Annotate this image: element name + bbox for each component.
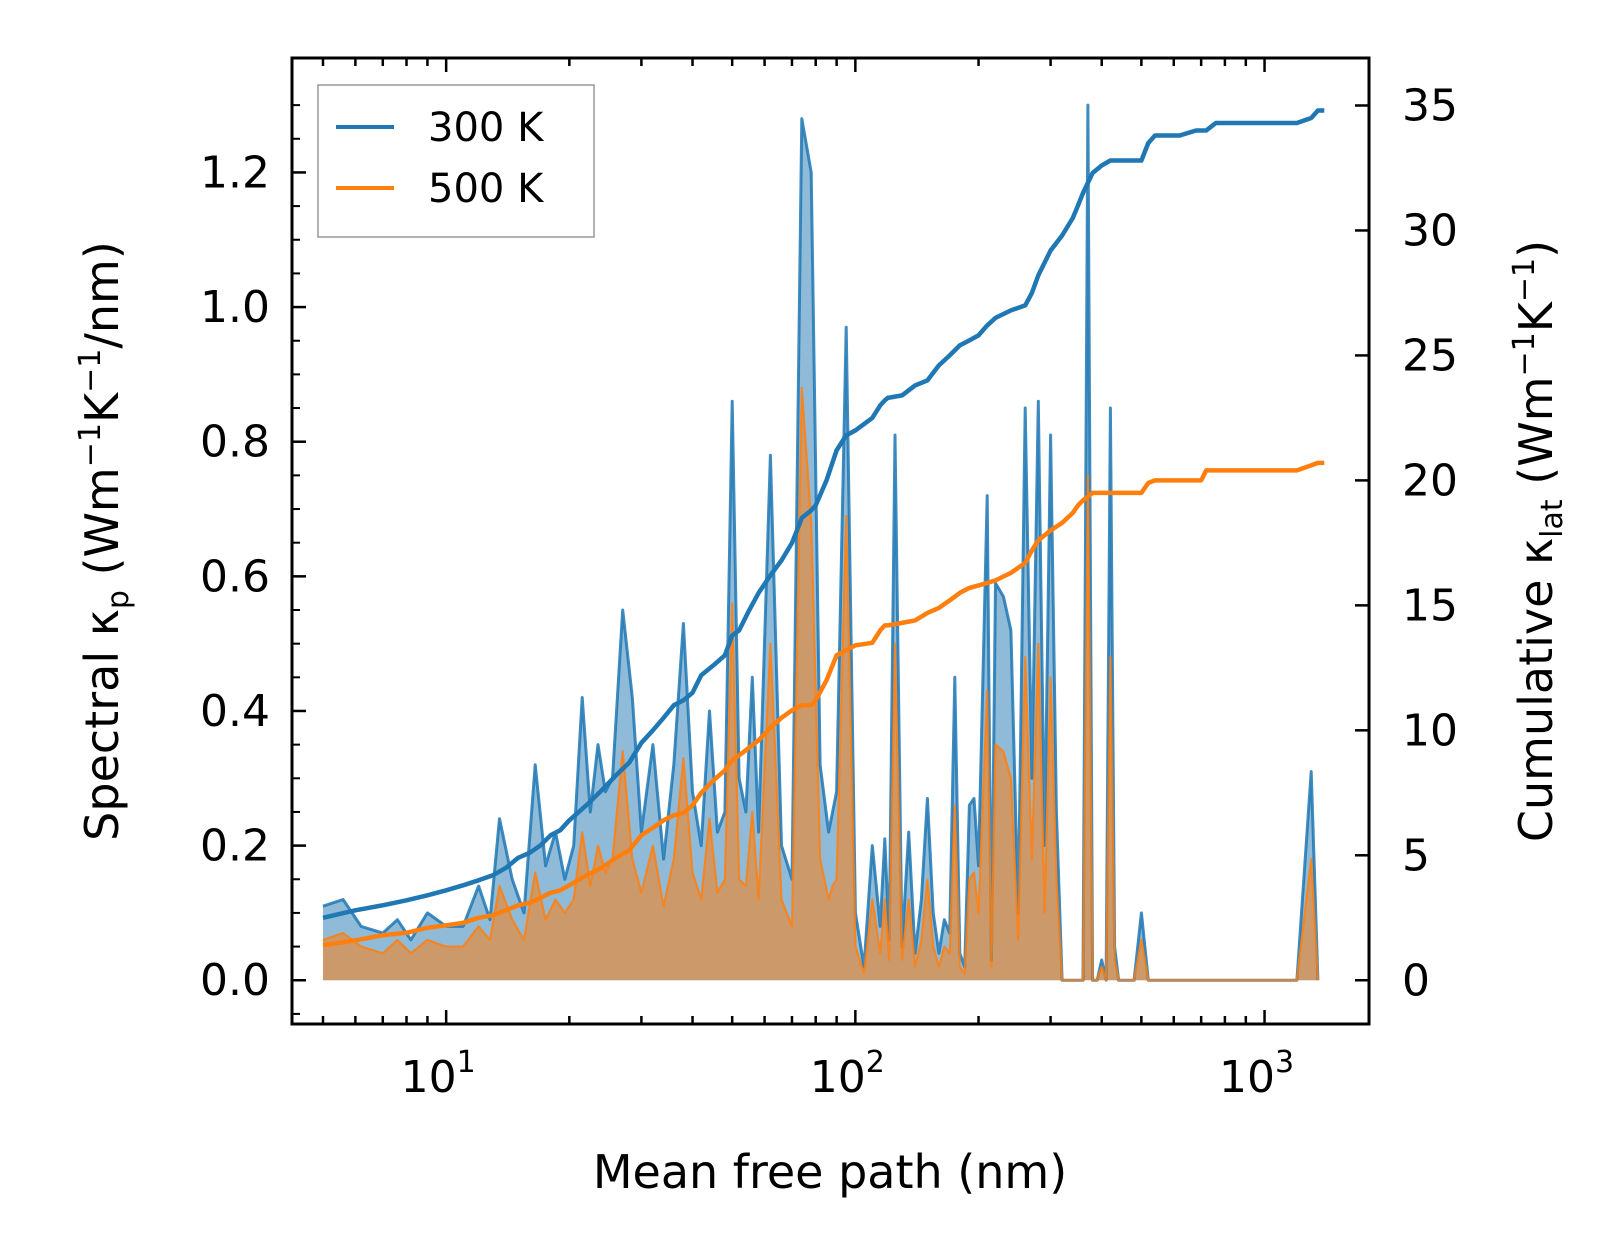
right-axis-label: Cumulative κlat (Wm−1K−1) <box>1507 240 1570 842</box>
right-axis-label-sub: lat <box>1535 499 1570 538</box>
legend: 300 K 500 K <box>317 84 595 238</box>
left-axis-label-part: (Wm <box>75 467 129 590</box>
x-tick-exponent: 1 <box>457 1045 476 1080</box>
right-y-tick-label: 30 <box>1402 205 1458 256</box>
cumulative-line-300k <box>322 108 1325 920</box>
left-y-tick-label: 1.2 <box>200 147 270 198</box>
right-y-tick-label: 15 <box>1402 580 1458 631</box>
right-axis-label-part: ) <box>1509 240 1563 258</box>
x-tick-base: 10 <box>1219 1052 1275 1103</box>
right-axis-label-part: (Wm <box>1509 376 1563 499</box>
right-y-tick-label: 0 <box>1402 955 1430 1006</box>
right-axis-label-group: Cumulative κlat (Wm−1K−1) <box>1507 240 1570 842</box>
legend-label-300k: 300 K <box>428 105 545 151</box>
left-y-tick-label: 0.4 <box>200 686 270 737</box>
x-tick-base: 10 <box>810 1052 866 1103</box>
x-tick-label: 103 <box>1219 1045 1294 1103</box>
right-y-tick-label: 10 <box>1402 705 1458 756</box>
cumulative-line-500k <box>322 460 1325 948</box>
left-y-tick-label: 0.8 <box>200 417 270 468</box>
right-axis-label-part: Cumulative κ <box>1509 538 1563 842</box>
left-y-tick-label: 1.0 <box>200 282 270 333</box>
spectral-line-500k <box>322 386 1319 982</box>
legend-frame <box>317 84 595 238</box>
left-axis-label-sup: −1 <box>73 349 108 393</box>
x-tick-base: 10 <box>401 1052 457 1103</box>
spectral-fill-300k <box>323 105 1318 981</box>
x-tick-label: 101 <box>401 1045 476 1103</box>
left-axis-label-group: Spectral κp (Wm−1K−1/nm) <box>73 241 136 841</box>
left-axis-label-part: /nm) <box>75 241 129 348</box>
axes: 101 102 1030.00.20.40.60.81.01.20510152025… <box>200 56 1458 1103</box>
right-y-tick-label: 35 <box>1402 80 1458 131</box>
x-tick-exponent: 3 <box>1275 1045 1294 1080</box>
left-axis-label-sup: −1 <box>73 423 108 467</box>
left-y-tick-label: 0.2 <box>200 821 270 872</box>
right-axis-label-sup: −1 <box>1507 258 1542 302</box>
right-y-tick-label: 5 <box>1402 830 1430 881</box>
x-tick-label: 102 <box>810 1045 885 1103</box>
left-axis-label: Spectral κp (Wm−1K−1/nm) <box>73 241 136 841</box>
right-y-tick-label: 20 <box>1402 455 1458 506</box>
right-axis-label-sup: −1 <box>1507 332 1542 376</box>
left-y-tick-label: 0.6 <box>200 551 270 602</box>
left-axis-label-sub: p <box>101 590 136 609</box>
spectral-line-300k <box>322 103 1320 982</box>
right-y-tick-label: 25 <box>1402 330 1458 381</box>
left-y-tick-label: 0.0 <box>200 955 270 1006</box>
left-axis-label-part: Spectral κ <box>75 609 129 841</box>
plot-frame <box>290 56 1371 1026</box>
cumulative-lines <box>322 108 1325 948</box>
spectral-lines <box>322 103 1320 982</box>
left-axis-label-part: K <box>75 391 129 423</box>
x-tick-exponent: 2 <box>866 1045 885 1080</box>
legend-label-500k: 500 K <box>428 166 545 212</box>
x-axis-label: Mean free path (nm) <box>593 1145 1067 1199</box>
right-axis-label-part: K <box>1509 300 1563 332</box>
